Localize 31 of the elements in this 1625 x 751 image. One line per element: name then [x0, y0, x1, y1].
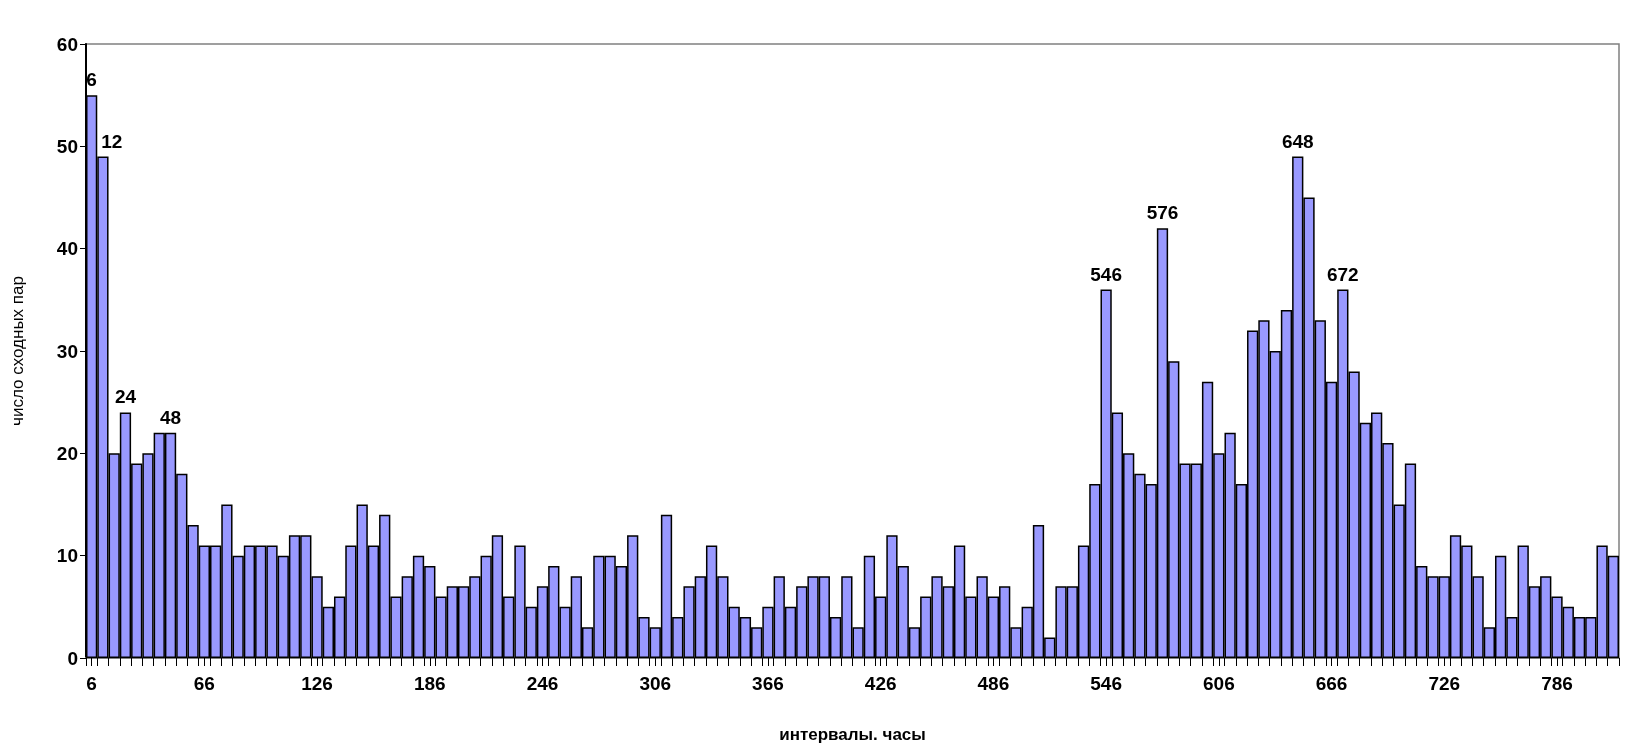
x-tick-label: 186 — [413, 673, 446, 694]
y-tick-label: 0 — [67, 647, 78, 669]
x-tick-label: 126 — [301, 673, 333, 694]
x-tick-label: 366 — [752, 673, 784, 694]
annotation: 576 — [1146, 202, 1179, 224]
x-tick-label: 306 — [639, 673, 672, 694]
x-tick-label: 66 — [193, 673, 215, 694]
annotation: 648 — [1281, 130, 1314, 152]
annotation: 48 — [159, 406, 182, 428]
x-tick-label: 6 — [86, 673, 97, 694]
annotation: 12 — [101, 130, 123, 152]
y-tick-label: 40 — [56, 238, 78, 260]
x-tick-label: 246 — [526, 673, 559, 694]
x-tick-label: 786 — [1541, 673, 1573, 694]
y-tick-label: 50 — [56, 135, 78, 157]
x-tick-label: 486 — [977, 673, 1010, 694]
x-axis-title: интервалы. часы — [779, 725, 926, 744]
annotation: 672 — [1326, 263, 1359, 285]
y-axis-title: число сходных пар — [8, 276, 27, 426]
y-tick-label: 20 — [56, 442, 78, 464]
x-tick-label: 666 — [1315, 673, 1348, 694]
x-tick-label: 426 — [864, 673, 897, 694]
annotation: 546 — [1090, 263, 1122, 285]
x-tick-label: 606 — [1202, 673, 1235, 694]
x-tick-label: 546 — [1090, 673, 1122, 694]
y-tick-label: 30 — [56, 340, 78, 362]
x-tick-label: 726 — [1428, 673, 1461, 694]
annotation: 6 — [86, 69, 97, 91]
y-tick-label: 10 — [56, 545, 78, 567]
annotation: 24 — [114, 386, 137, 408]
y-tick-label: 60 — [56, 33, 78, 55]
